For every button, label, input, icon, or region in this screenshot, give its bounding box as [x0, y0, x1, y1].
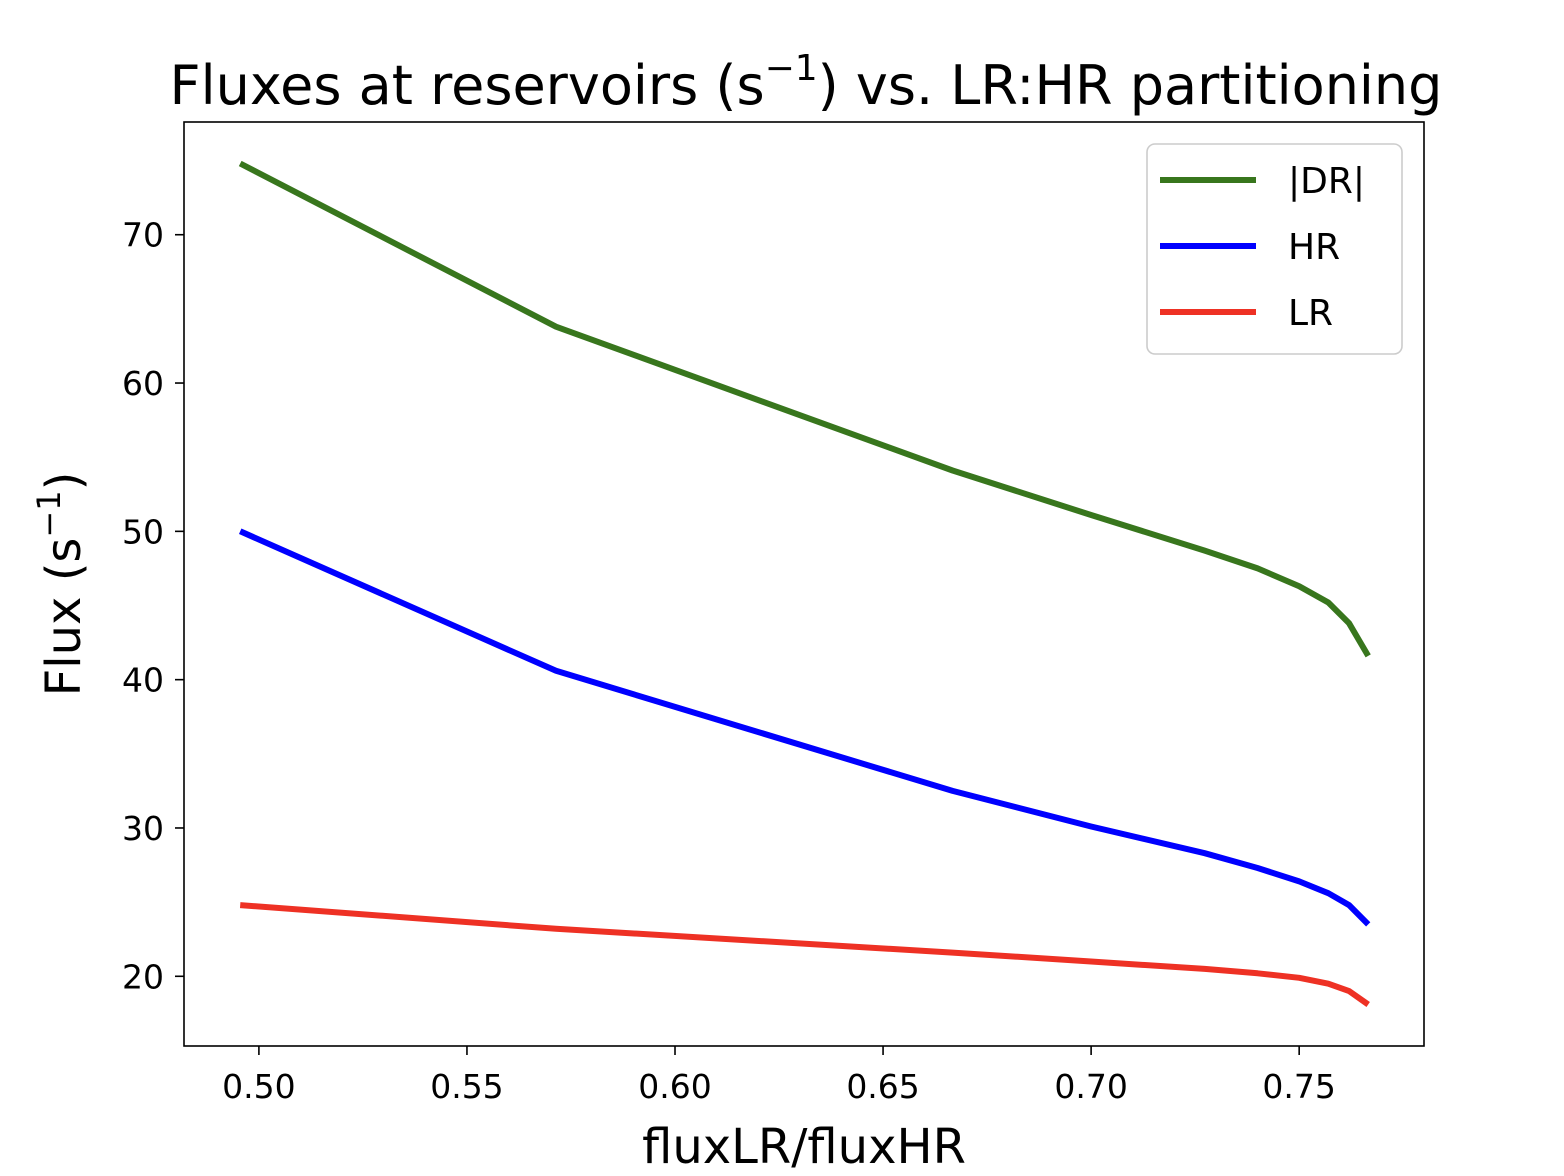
x-tick-label: 0.60 [638, 1067, 711, 1106]
y-axis-title-main: Flux (s [36, 538, 92, 697]
x-tick-label: 0.65 [846, 1067, 919, 1106]
y-tick-label: 20 [122, 957, 164, 996]
y-axis-title-tail: ) [36, 472, 92, 491]
series-line-1 [238, 528, 1371, 927]
legend-label-2: LR [1288, 293, 1333, 334]
legend: |DR| HR LR [1146, 143, 1403, 355]
series-line-0 [238, 160, 1371, 658]
chart-title-tail: ) vs. LR:HR partitioning [818, 54, 1443, 117]
legend-label-1: HR [1288, 227, 1340, 268]
y-tick-label: 30 [122, 809, 164, 848]
x-tick-label: 0.55 [430, 1067, 503, 1106]
chart-title-superscript: −1 [765, 48, 818, 89]
chart-title-main: Fluxes at reservoirs (s [170, 54, 765, 117]
y-axis: 20 30 40 50 60 70 [122, 216, 184, 996]
y-tick-label: 60 [122, 364, 164, 403]
legend-label-0: |DR| [1288, 161, 1365, 202]
x-tick-label: 0.75 [1262, 1067, 1335, 1106]
legend-box [1146, 143, 1403, 355]
x-axis: 0.50 0.55 0.60 0.65 0.70 0.75 [222, 1046, 1336, 1106]
y-tick-label: 40 [122, 661, 164, 700]
y-axis-title-superscript: −1 [30, 490, 68, 537]
chart-title: Fluxes at reservoirs (s−1) vs. LR:HR par… [170, 48, 1443, 117]
series-layer [238, 160, 1371, 1007]
x-tick-label: 0.50 [222, 1067, 295, 1106]
series-line-2 [239, 902, 1370, 1007]
x-axis-title: fluxLR/fluxHR [642, 1119, 966, 1175]
x-tick-label: 0.70 [1054, 1067, 1127, 1106]
y-tick-label: 50 [122, 512, 164, 551]
y-tick-label: 70 [122, 216, 164, 255]
y-axis-title: Flux (s−1) [30, 472, 92, 697]
